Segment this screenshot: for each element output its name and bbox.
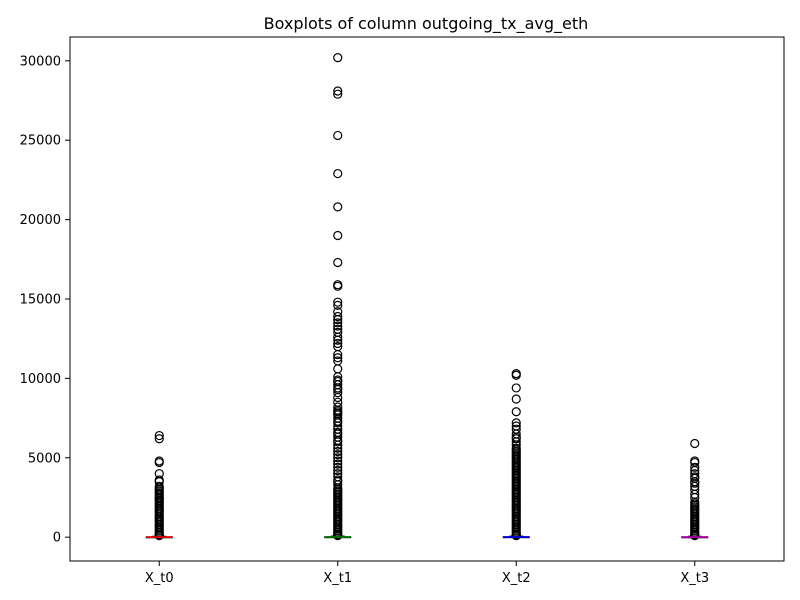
box-x-t3	[681, 438, 709, 541]
outlier-point	[333, 465, 343, 476]
outlier-point	[333, 230, 343, 241]
outlier-point	[333, 300, 343, 310]
outlier-point	[333, 311, 343, 322]
outlier-point	[511, 418, 521, 428]
x-tick-label: X_t0	[145, 571, 174, 586]
box-x-t0	[145, 430, 173, 541]
outlier-point	[333, 443, 343, 453]
y-tick-label: 20000	[20, 213, 61, 228]
x-tick-label: X_t1	[323, 571, 352, 586]
outlier-point	[333, 459, 343, 469]
outlier-point	[511, 370, 521, 380]
box-x-t2	[502, 369, 530, 541]
chart-title: Boxplots of column outgoing_tx_avg_eth	[264, 14, 589, 34]
outlier-point	[511, 394, 521, 404]
outlier-point	[333, 89, 343, 99]
outlier-point	[511, 530, 521, 541]
y-tick-label: 30000	[20, 54, 61, 69]
y-tick-label: 0	[53, 531, 61, 546]
outlier-point	[154, 530, 164, 541]
outlier-point	[690, 530, 700, 541]
outlier-point	[333, 392, 343, 403]
outlier-point	[333, 462, 343, 472]
y-tick-label: 5000	[28, 451, 61, 466]
outlier-point	[333, 437, 343, 447]
outlier-point	[511, 407, 521, 417]
outlier-point	[154, 434, 164, 444]
outlier-point	[333, 335, 343, 345]
outlier-point	[333, 318, 343, 328]
outlier-point	[333, 440, 343, 450]
outlier-point	[333, 456, 343, 466]
y-tick-label: 15000	[20, 293, 61, 308]
outlier-point	[333, 321, 343, 331]
outlier-point	[333, 530, 343, 541]
y-tick-label: 25000	[20, 134, 61, 149]
outlier-point	[333, 453, 343, 463]
outlier-point	[333, 332, 343, 342]
outlier-point	[333, 257, 343, 268]
outlier-point	[333, 349, 343, 360]
outlier-point	[333, 281, 343, 291]
plot-area: 0 5000 10000 15000 20000 25000 30000 X_t0 X_t1 X_…	[20, 36, 785, 586]
outlier-point	[333, 53, 343, 63]
outlier-point	[511, 383, 521, 393]
x-tick-label: X_t3	[680, 571, 709, 586]
y-tick-label: 10000	[20, 372, 61, 387]
outlier-point	[690, 478, 700, 488]
outlier-point	[333, 130, 343, 141]
outlier-point	[690, 462, 700, 472]
outlier-point	[154, 457, 164, 468]
outlier-point	[333, 338, 343, 349]
outlier-point	[333, 168, 343, 179]
outlier-point	[690, 438, 700, 449]
box-x-t1	[324, 53, 352, 541]
outlier-point	[333, 297, 343, 307]
outlier-point	[333, 315, 343, 325]
outlier-point	[333, 86, 343, 96]
outlier-point	[333, 202, 343, 212]
outlier-point	[333, 446, 343, 457]
outlier-point	[333, 353, 343, 363]
outlier-point	[511, 434, 521, 444]
x-tick-label: X_t2	[502, 571, 531, 586]
outlier-point	[333, 418, 343, 428]
outlier-point	[333, 450, 343, 460]
outlier-point	[333, 388, 343, 398]
outlier-point	[154, 430, 164, 441]
